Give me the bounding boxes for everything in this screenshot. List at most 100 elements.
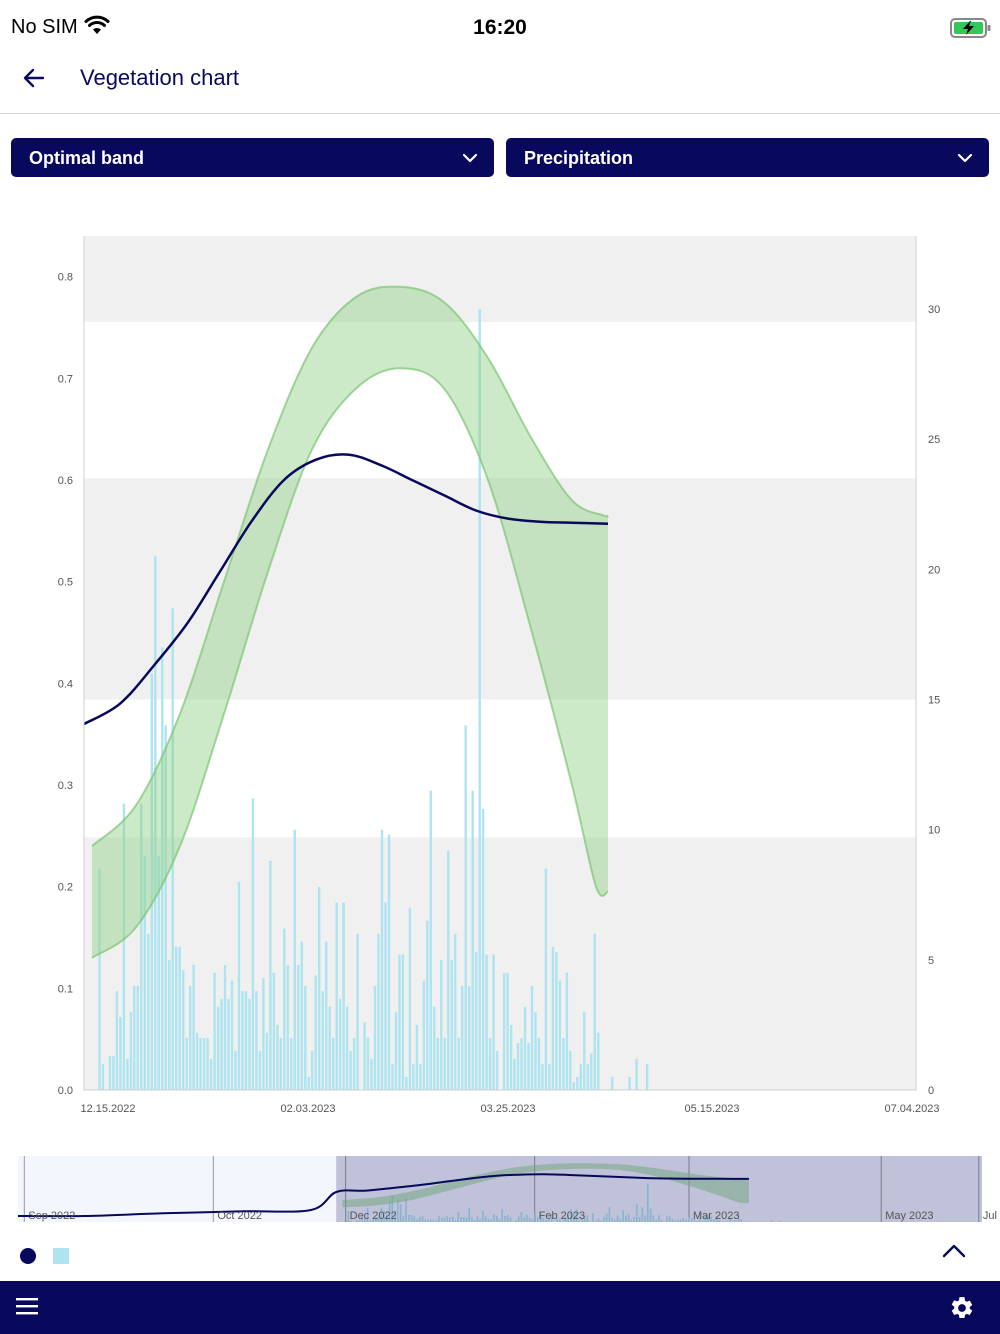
navigator-bar [682, 1217, 685, 1222]
right-axis-ticks: 0 5 10 15 20 25 30 [928, 304, 940, 1097]
navigator-bar [526, 1214, 528, 1222]
precipitation-bar [234, 1050, 237, 1090]
precipitation-bar [363, 1022, 366, 1090]
precipitation-bar [502, 972, 506, 1090]
precipitation-bar [297, 965, 300, 1090]
chevron-down-icon [957, 153, 973, 163]
left-axis-tick-label: 0.2 [58, 882, 73, 894]
precipitation-bar [398, 954, 401, 1090]
navigator-bar [597, 1218, 600, 1222]
navigator-bar [559, 1219, 561, 1222]
precipitation-bar [293, 829, 296, 1090]
precipitation-bar [586, 1064, 589, 1090]
precipitation-bar [220, 998, 223, 1090]
precipitation-bar [523, 1006, 527, 1090]
navigator-gridlines [23, 1156, 980, 1222]
page-title: Vegetation chart [80, 65, 240, 90]
navigator-bar [726, 1220, 729, 1222]
navigator-bar [537, 1217, 539, 1222]
navigator-bar [377, 1216, 380, 1222]
precipitation-bar [481, 808, 485, 1090]
precipitation-bar [530, 985, 534, 1090]
precipitation-bar [262, 978, 265, 1090]
navigator-bar [504, 1215, 506, 1222]
left-axis-tick-label: 0.1 [58, 983, 73, 995]
precipitation-bar [471, 790, 474, 1090]
precipitation-bar [126, 1058, 129, 1090]
precipitation-bars [98, 308, 649, 1091]
precipitation-bar [178, 946, 181, 1090]
vegetation-chart[interactable]: 0.0 0.1 0.2 0.3 0.4 0.5 0.6 0.7 0.8 0 5 10 15 20 25 30… [0, 230, 1000, 1120]
weather-select-dropdown[interactable]: Precipitation [506, 138, 989, 177]
navigator-bar [583, 1215, 586, 1222]
precipitation-bar [129, 1011, 133, 1090]
gear-icon[interactable] [949, 1295, 975, 1321]
back-button[interactable] [18, 62, 50, 94]
precipitation-bar [635, 1058, 638, 1090]
legend-precipitation[interactable] [53, 1248, 69, 1264]
navigator-bar [416, 1219, 418, 1222]
navigator-selection[interactable] [336, 1156, 982, 1222]
navigator-bar [419, 1216, 421, 1222]
precipitation-bar [628, 1077, 631, 1090]
precipitation-bar [248, 998, 251, 1090]
precipitation-bar [597, 1032, 600, 1090]
navigator-bar [625, 1215, 627, 1222]
precipitation-bar [548, 1064, 551, 1090]
precipitation-bar [457, 1037, 460, 1090]
x-axis-tick-label: 02.03.2023 [280, 1103, 335, 1115]
navigator-bar [652, 1215, 655, 1222]
navigator-bar [512, 1221, 514, 1222]
precipitation-bar [216, 1006, 220, 1090]
navigator-bar [468, 1207, 471, 1222]
precipitation-bar [447, 850, 450, 1090]
precipitation-bar [426, 920, 429, 1090]
precipitation-bar [119, 1017, 122, 1090]
precipitation-bar [342, 902, 345, 1090]
precipitation-bar [321, 991, 324, 1090]
navigator-bar [432, 1219, 435, 1222]
chevron-down-icon [462, 153, 478, 163]
navigator-bar [413, 1216, 416, 1222]
navigator-month-label: Dec 2022 [350, 1210, 397, 1222]
navigator-month-label: Mar 2023 [693, 1210, 739, 1222]
precipitation-bar [551, 946, 555, 1090]
navigator-bar [542, 1217, 545, 1222]
precipitation-bar [318, 886, 321, 1090]
precipitation-bar [443, 1037, 446, 1090]
precipitation-bar [579, 1064, 582, 1090]
shaded-zone [84, 236, 916, 322]
precipitation-bar [478, 308, 481, 1090]
band-select-dropdown[interactable]: Optimal band [11, 138, 494, 177]
precipitation-bar [195, 1032, 199, 1090]
left-axis-tick-label: 0.6 [58, 475, 73, 487]
navigator-bar [680, 1219, 682, 1222]
menu-icon[interactable] [16, 1297, 38, 1315]
precipitation-bar [115, 991, 119, 1090]
precipitation-bar [304, 985, 307, 1090]
precipitation-bar [380, 829, 384, 1090]
precipitation-bar [468, 985, 471, 1090]
navigator-bar [592, 1213, 594, 1222]
navigator-bar [770, 1220, 773, 1222]
precipitation-bar [565, 972, 569, 1090]
legend-vegetation-index[interactable] [20, 1248, 36, 1264]
weather-select-value: Precipitation [524, 148, 634, 168]
navigator-bar [567, 1214, 569, 1222]
navigator-bar [388, 1201, 391, 1222]
navigator-bar [564, 1216, 567, 1222]
precipitation-bar [237, 881, 241, 1090]
precipitation-bar [98, 868, 101, 1090]
navigator-bar [570, 1209, 572, 1222]
chevron-up-icon [942, 1244, 966, 1258]
right-axis-tick-label: 5 [928, 955, 934, 967]
right-axis-tick-label: 30 [928, 304, 940, 316]
navigator-bar [364, 1218, 366, 1222]
navigator-bar [523, 1217, 525, 1222]
navigator-bar [608, 1207, 611, 1222]
collapse-button[interactable] [940, 1238, 968, 1266]
navigator-bar [449, 1217, 451, 1222]
navigator-bar [441, 1217, 443, 1222]
timeline-navigator[interactable]: Sep 2022 Oct 2022 Dec 2022 Feb 2023 Mar 2023… [0, 1150, 1000, 1225]
shaded-zones [84, 236, 916, 1090]
